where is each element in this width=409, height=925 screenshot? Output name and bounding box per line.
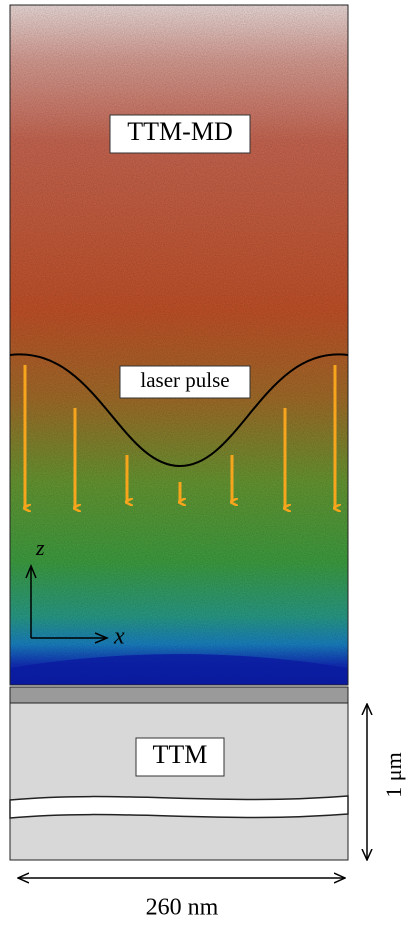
ttm-label: TTM — [153, 740, 208, 769]
height-label: 1 μm — [381, 752, 406, 797]
ttm-region — [9, 686, 349, 861]
width-label: 260 nm — [146, 895, 219, 921]
pulse-label: laser pulse — [140, 368, 229, 392]
x-label: x — [113, 624, 125, 650]
z-label: z — [35, 535, 45, 560]
label-box — [135, 737, 225, 777]
axes-icon — [25, 564, 109, 644]
md-label: TTM-MD — [127, 117, 232, 146]
label-box — [109, 114, 251, 154]
laser-arrows — [25, 365, 335, 508]
md-region — [9, 4, 349, 686]
pulse-curve — [9, 353, 349, 468]
label-box — [119, 365, 251, 399]
